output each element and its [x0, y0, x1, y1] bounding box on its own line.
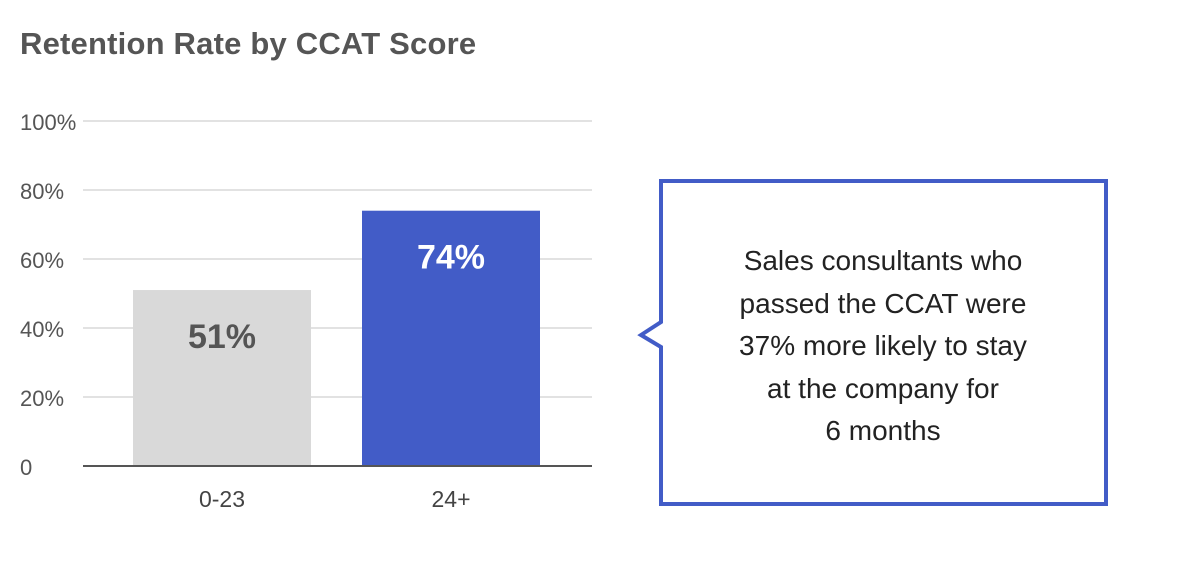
y-axis-ticks: 0 20% 40% 60% 80% 100% — [20, 110, 76, 480]
chart-title: Retention Rate by CCAT Score — [20, 26, 477, 61]
y-tick-label: 80% — [20, 179, 64, 204]
x-axis-ticks: 0-23 24+ — [199, 486, 471, 512]
y-tick-label: 0 — [20, 455, 32, 480]
y-tick-label: 40% — [20, 317, 64, 342]
y-tick-label: 20% — [20, 386, 64, 411]
data-label: 74% — [417, 239, 485, 277]
x-tick-label: 24+ — [431, 486, 470, 512]
bar-0-23 — [133, 290, 311, 466]
bar-24+ — [362, 210, 540, 466]
data-label: 51% — [188, 318, 256, 356]
bars — [133, 210, 540, 466]
y-tick-label: 100% — [20, 110, 76, 135]
data-labels: 51% 74% — [188, 239, 485, 356]
callout-text: Sales consultants who passed the CCAT we… — [739, 245, 1027, 446]
callout-border — [637, 179, 1108, 506]
x-tick-label: 0-23 — [199, 486, 245, 512]
y-tick-label: 60% — [20, 248, 64, 273]
